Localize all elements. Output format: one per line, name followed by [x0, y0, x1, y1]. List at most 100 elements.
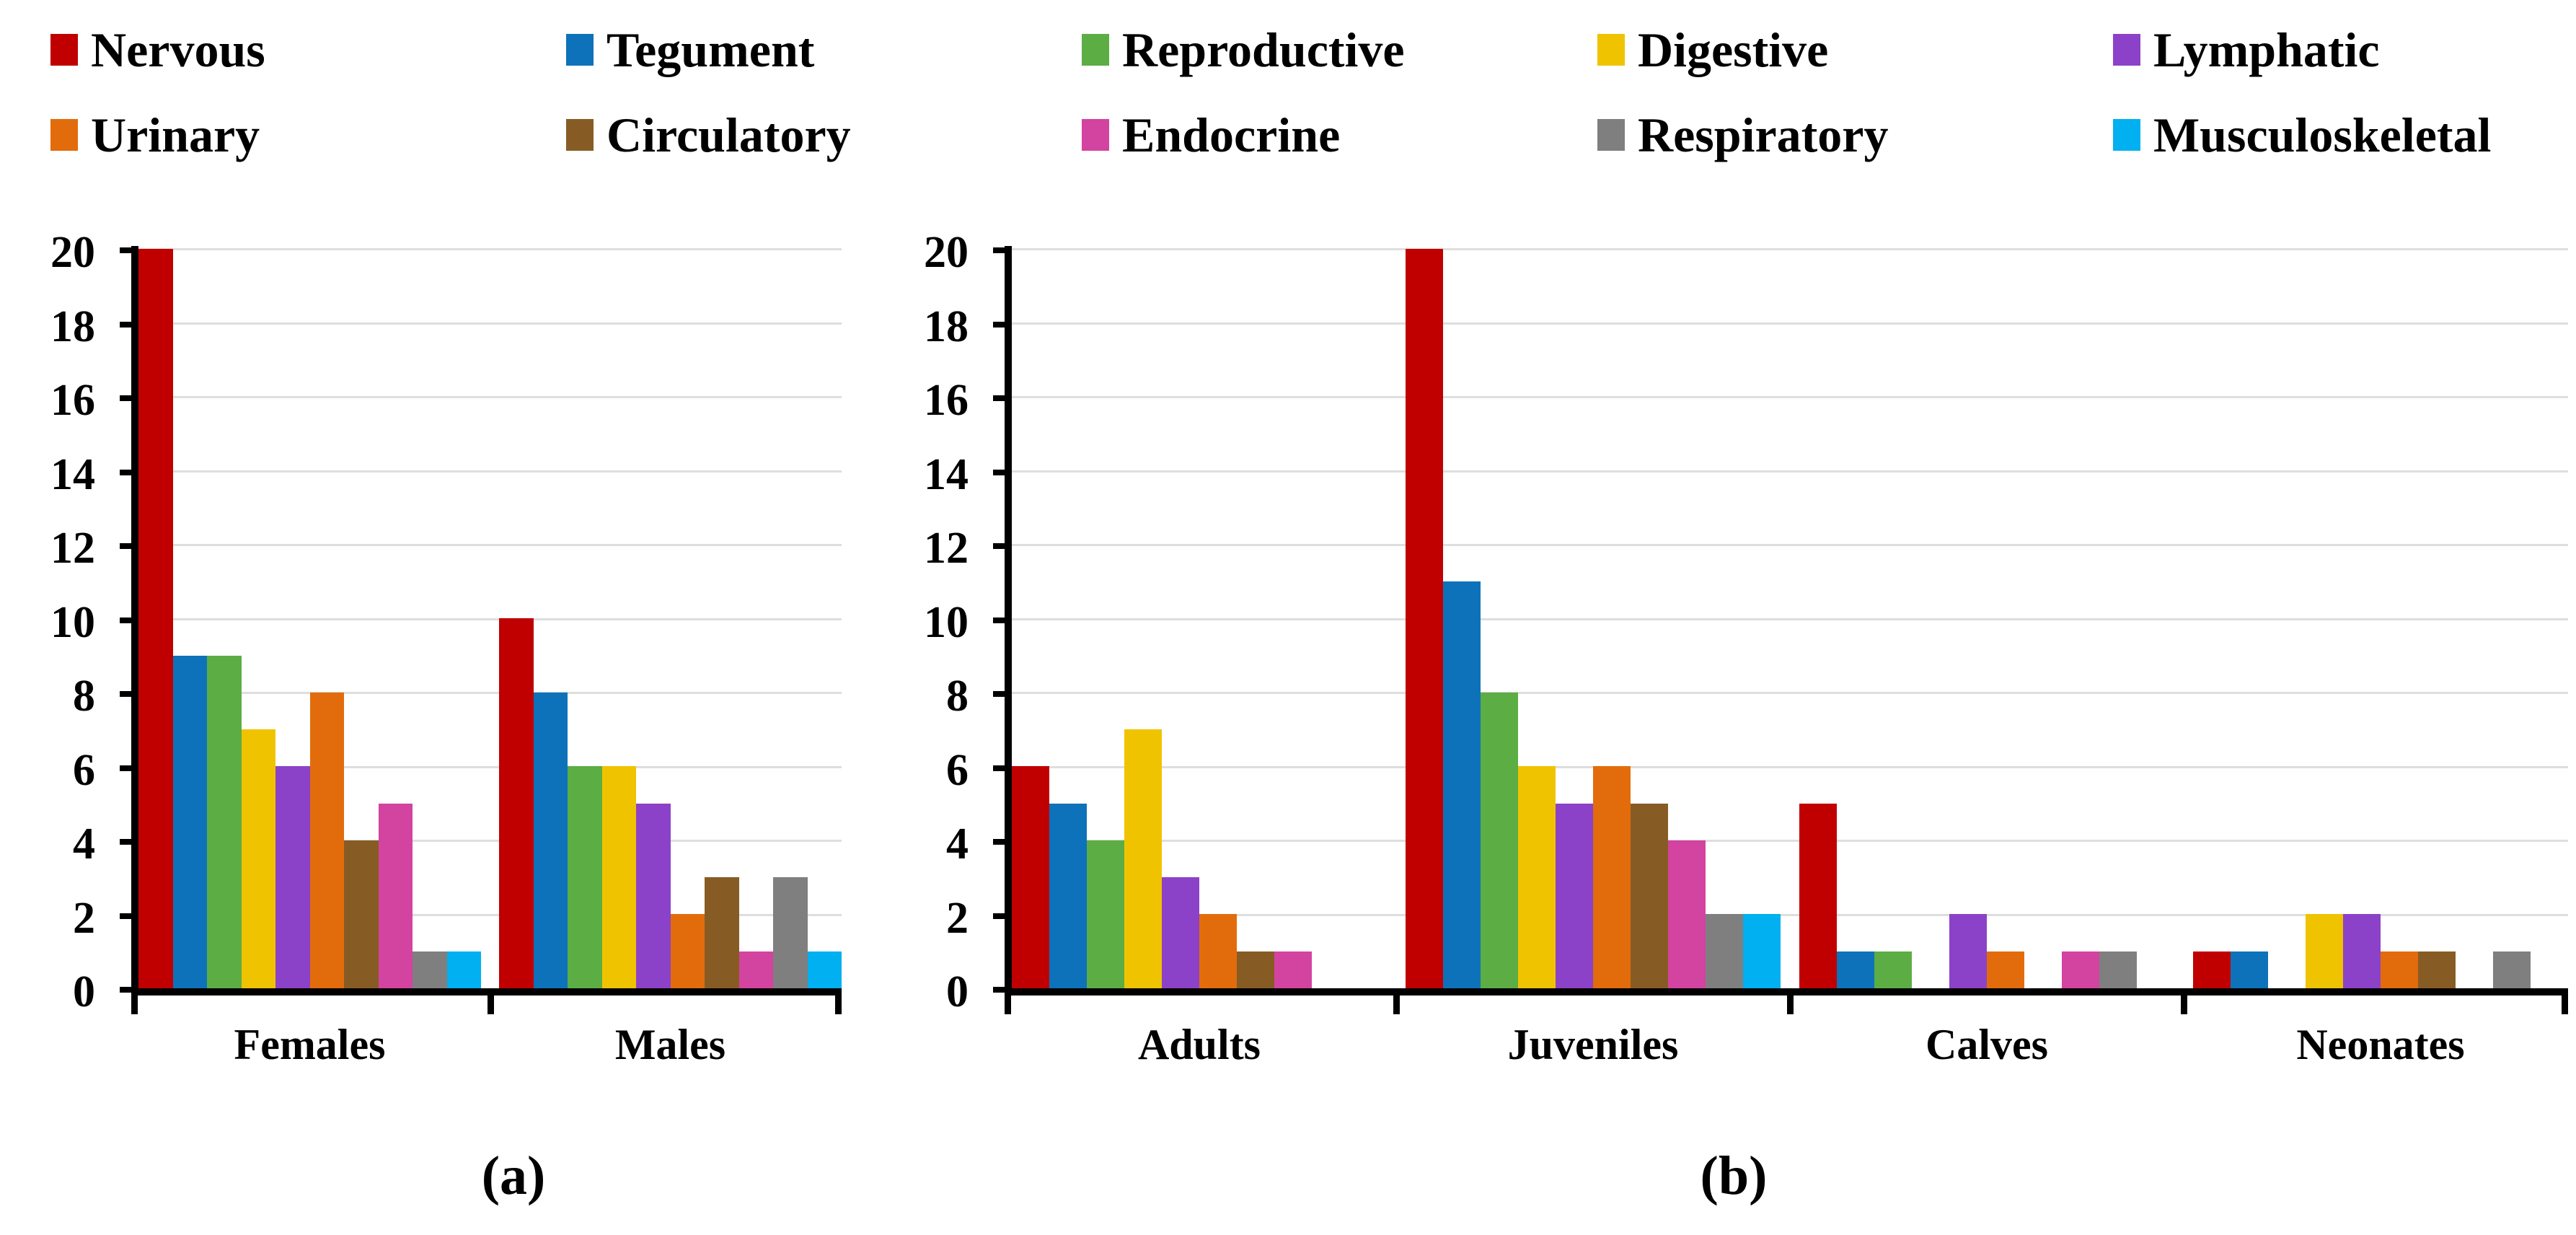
bar-urinary-neonates	[2381, 951, 2418, 988]
category-label-calves: Calves	[1926, 1021, 2048, 1068]
gridline-6	[138, 765, 842, 768]
gridline-12	[1012, 544, 2568, 546]
legend-swatch-nervous-icon	[50, 34, 78, 66]
x-axis-line	[1005, 988, 2568, 996]
legend-item-musculoskeletal: Musculoskeletal	[2113, 110, 2491, 160]
y-axis-label: 2	[73, 893, 95, 943]
legend-swatch-respiratory-icon	[1597, 119, 1625, 151]
y-axis-label: 2	[946, 893, 969, 943]
legend-label: Tegument	[606, 22, 815, 77]
bar-nervous-neonates	[2193, 951, 2231, 988]
y-axis-label: 20	[50, 228, 95, 277]
category-label-neonates: Neonates	[2296, 1021, 2465, 1068]
bar-endocrine-juveniles	[1668, 840, 1706, 988]
y-axis-label: 16	[924, 376, 969, 425]
y-axis-label: 12	[924, 524, 969, 573]
y-axis-label: 0	[73, 967, 95, 1016]
gridline-16	[138, 396, 842, 398]
y-axis-tick	[120, 247, 131, 253]
y-axis-label: 6	[946, 745, 969, 795]
legend-swatch-endocrine-icon	[1082, 119, 1109, 151]
y-axis-tick	[120, 987, 131, 993]
bar-reproductive-juveniles	[1481, 693, 1518, 988]
y-axis-tick	[993, 913, 1005, 919]
bar-tegument-males	[533, 693, 568, 988]
y-axis-label: 4	[946, 819, 969, 869]
y-axis-tick	[993, 543, 1005, 549]
bar-musculoskeletal-juveniles	[1743, 914, 1781, 988]
x-axis-tick	[1005, 996, 1011, 1014]
y-axis-tick	[120, 691, 131, 697]
bar-urinary-calves	[1987, 951, 2024, 988]
gridline-2	[1012, 913, 2568, 916]
bar-urinary-males	[670, 914, 705, 988]
bar-nervous-calves	[1799, 804, 1837, 988]
bar-nervous-juveniles	[1406, 249, 1443, 988]
bar-digestive-adults	[1124, 729, 1162, 988]
legend-item-endocrine: Endocrine	[1082, 110, 1340, 160]
y-axis-line	[1005, 246, 1012, 996]
bar-tegument-females	[172, 656, 207, 988]
bar-reproductive-females	[207, 656, 242, 988]
gridline-18	[1012, 322, 2568, 325]
y-axis-tick	[993, 987, 1005, 993]
y-axis-tick	[120, 469, 131, 475]
bar-nervous-males	[499, 618, 534, 988]
bar-reproductive-adults	[1087, 840, 1124, 988]
gridline-8	[1012, 692, 2568, 694]
y-axis-tick	[120, 395, 131, 401]
bar-nervous-females	[138, 249, 173, 988]
bar-endocrine-males	[738, 951, 773, 988]
y-axis-tick	[120, 321, 131, 328]
y-axis-label: 0	[946, 967, 969, 1016]
y-axis-tick	[993, 839, 1005, 845]
legend-label: Reproductive	[1122, 22, 1405, 77]
y-axis-tick	[993, 765, 1005, 771]
gridline-14	[1012, 470, 2568, 473]
bar-urinary-females	[309, 693, 344, 988]
y-axis-tick	[993, 691, 1005, 697]
y-axis-tick	[120, 913, 131, 919]
bar-lymphatic-neonates	[2343, 914, 2381, 988]
category-label-females: Females	[234, 1021, 386, 1068]
legend-item-respiratory: Respiratory	[1597, 110, 1888, 160]
legend-item-tegument: Tegument	[566, 25, 814, 75]
bar-lymphatic-juveniles	[1556, 804, 1593, 988]
y-axis-label: 18	[924, 302, 969, 351]
bar-respiratory-calves	[2099, 951, 2137, 988]
legend-swatch-tegument-icon	[566, 34, 594, 66]
legend-item-reproductive: Reproductive	[1082, 25, 1405, 75]
legend-swatch-musculoskeletal-icon	[2113, 119, 2140, 151]
y-axis-tick	[993, 321, 1005, 328]
y-axis-tick	[120, 839, 131, 845]
legend-swatch-urinary-icon	[50, 119, 78, 151]
y-axis-tick	[993, 395, 1005, 401]
y-axis-label: 8	[946, 672, 969, 721]
gridline-4	[1012, 840, 2568, 842]
y-axis-tick	[120, 543, 131, 549]
legend-swatch-lymphatic-icon	[2113, 34, 2140, 66]
x-axis-tick	[131, 996, 138, 1014]
bar-reproductive-calves	[1874, 951, 1912, 988]
y-axis-label: 4	[73, 819, 95, 869]
gridline-4	[138, 840, 842, 842]
bar-digestive-males	[601, 766, 636, 988]
category-label-juveniles: Juveniles	[1507, 1021, 1679, 1068]
bar-respiratory-neonates	[2493, 951, 2531, 988]
bar-tegument-juveniles	[1443, 581, 1481, 988]
gridline-8	[138, 692, 842, 694]
bar-digestive-juveniles	[1518, 766, 1556, 988]
bar-tegument-neonates	[2231, 951, 2268, 988]
x-axis-tick	[1787, 996, 1794, 1014]
gridline-10	[1012, 618, 2568, 620]
bar-urinary-adults	[1199, 914, 1237, 988]
legend-item-urinary: Urinary	[50, 110, 260, 160]
bar-respiratory-females	[413, 951, 447, 988]
bar-circulatory-neonates	[2418, 951, 2456, 988]
category-label-adults: Adults	[1137, 1021, 1261, 1068]
legend-swatch-reproductive-icon	[1082, 34, 1109, 66]
gridline-18	[138, 322, 842, 325]
x-axis-tick	[1393, 996, 1400, 1014]
gridline-16	[1012, 396, 2568, 398]
y-axis-tick	[120, 617, 131, 623]
